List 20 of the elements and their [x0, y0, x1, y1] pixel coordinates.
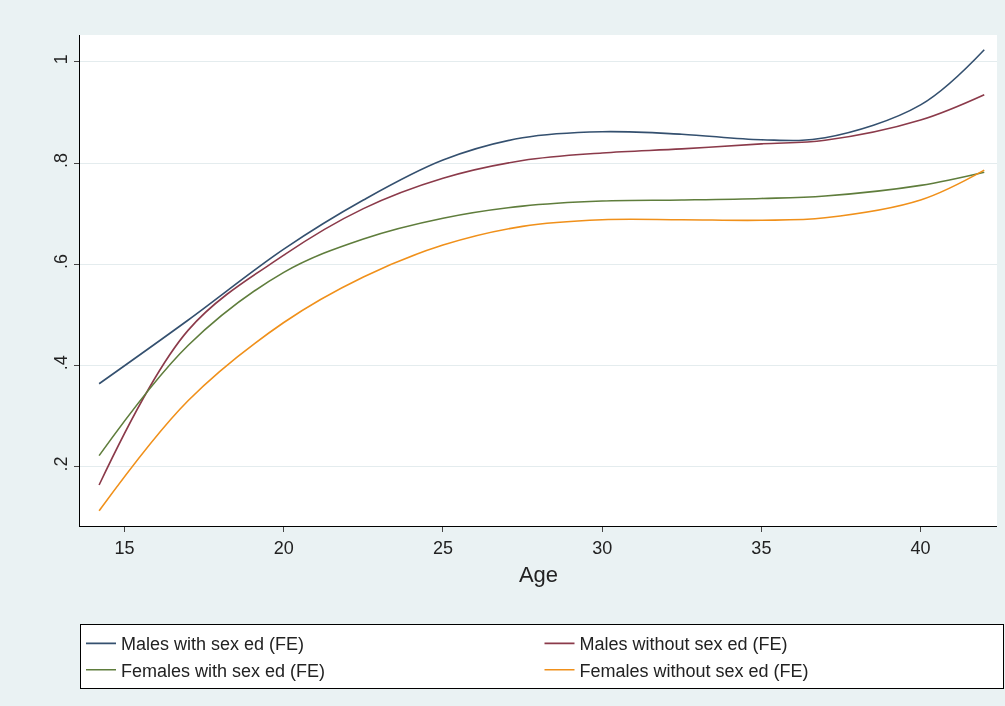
y-tick-label: 1	[50, 54, 71, 65]
x-axis-title: Age	[518, 562, 559, 588]
line-series	[98, 48, 986, 385]
x-tick-label: 30	[592, 537, 613, 558]
legend-label: Males with sex ed (FE)	[121, 634, 305, 655]
x-tick-label: 25	[432, 537, 453, 558]
y-tick-label: .6	[50, 254, 71, 270]
line-series	[98, 169, 986, 512]
line-series	[98, 171, 986, 457]
line-series	[98, 93, 986, 486]
legend-label: Females with sex ed (FE)	[121, 660, 326, 681]
legend-label: Males without sex ed (FE)	[579, 634, 788, 655]
y-tick-label: .2	[50, 456, 71, 472]
legend-label: Females without sex ed (FE)	[579, 660, 809, 681]
x-tick-label: 40	[910, 537, 931, 558]
y-tick-label: .4	[50, 355, 71, 371]
x-tick-label: 20	[273, 537, 294, 558]
x-tick-label: 15	[114, 537, 135, 558]
x-tick-label: 35	[751, 537, 772, 558]
y-tick-label: .8	[50, 152, 71, 168]
